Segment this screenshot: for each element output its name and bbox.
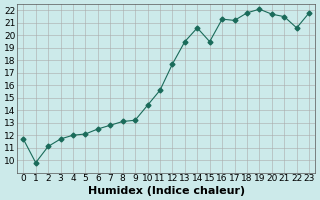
X-axis label: Humidex (Indice chaleur): Humidex (Indice chaleur): [88, 186, 245, 196]
